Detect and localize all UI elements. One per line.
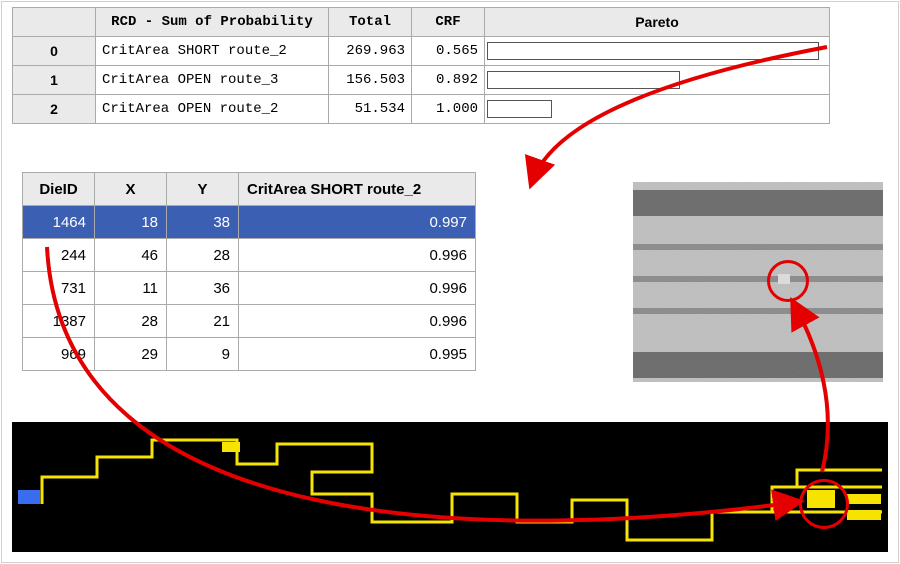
die-row[interactable]: 1464 18 38 0.997 [23,206,476,239]
die-id: 1387 [23,305,95,338]
pareto-bar [487,100,552,118]
rcd-row[interactable]: 0 CritArea SHORT route_2 269.963 0.565 [13,37,830,66]
die-y: 9 [167,338,239,371]
die-col-x: X [95,173,167,206]
rcd-col-crf: CRF [412,8,485,37]
die-id: 969 [23,338,95,371]
die-row[interactable]: 731 11 36 0.996 [23,272,476,305]
die-x: 29 [95,338,167,371]
die-val: 0.996 [239,239,476,272]
sem-svg [633,182,883,382]
rcd-pareto-cell [485,95,830,124]
rcd-col-index [13,8,96,37]
rcd-crf: 0.565 [412,37,485,66]
die-y: 38 [167,206,239,239]
die-row[interactable]: 244 46 28 0.996 [23,239,476,272]
layout-trace-svg [12,422,888,552]
die-y: 28 [167,239,239,272]
die-id: 731 [23,272,95,305]
die-col-y: Y [167,173,239,206]
die-id: 244 [23,239,95,272]
rcd-row[interactable]: 1 CritArea OPEN route_3 156.503 0.892 [13,66,830,95]
rcd-total: 269.963 [329,37,412,66]
rcd-crf: 0.892 [412,66,485,95]
rcd-idx: 1 [13,66,96,95]
layout-trace-panel[interactable] [12,422,888,552]
rcd-table: RCD - Sum of Probability Total CRF Paret… [12,7,830,124]
rcd-col-total: Total [329,8,412,37]
pareto-bar [487,71,680,89]
rcd-pareto-cell [485,37,830,66]
layout-target-circle [799,479,849,529]
die-table: DieID X Y CritArea SHORT route_2 1464 18… [22,172,476,371]
die-col-id: DieID [23,173,95,206]
die-val: 0.995 [239,338,476,371]
die-id: 1464 [23,206,95,239]
die-x: 28 [95,305,167,338]
rcd-col-pareto: Pareto [485,8,830,37]
die-y: 36 [167,272,239,305]
rcd-name: CritArea OPEN route_2 [96,95,329,124]
rcd-pareto-cell [485,66,830,95]
rcd-idx: 0 [13,37,96,66]
die-val: 0.996 [239,305,476,338]
rcd-header-row: RCD - Sum of Probability Total CRF Paret… [13,8,830,37]
rcd-name: CritArea OPEN route_3 [96,66,329,95]
die-x: 18 [95,206,167,239]
rcd-idx: 2 [13,95,96,124]
die-header-row: DieID X Y CritArea SHORT route_2 [23,173,476,206]
die-x: 46 [95,239,167,272]
die-col-val: CritArea SHORT route_2 [239,173,476,206]
pareto-bar [487,42,819,60]
rcd-total: 51.534 [329,95,412,124]
rcd-col-name: RCD - Sum of Probability [96,8,329,37]
die-val: 0.997 [239,206,476,239]
rcd-total: 156.503 [329,66,412,95]
rcd-crf: 1.000 [412,95,485,124]
sem-image [633,182,883,382]
die-val: 0.996 [239,272,476,305]
die-y: 21 [167,305,239,338]
die-row[interactable]: 969 29 9 0.995 [23,338,476,371]
die-x: 11 [95,272,167,305]
die-row[interactable]: 1387 28 21 0.996 [23,305,476,338]
rcd-row[interactable]: 2 CritArea OPEN route_2 51.534 1.000 [13,95,830,124]
rcd-name: CritArea SHORT route_2 [96,37,329,66]
sem-defect-circle [767,260,809,302]
